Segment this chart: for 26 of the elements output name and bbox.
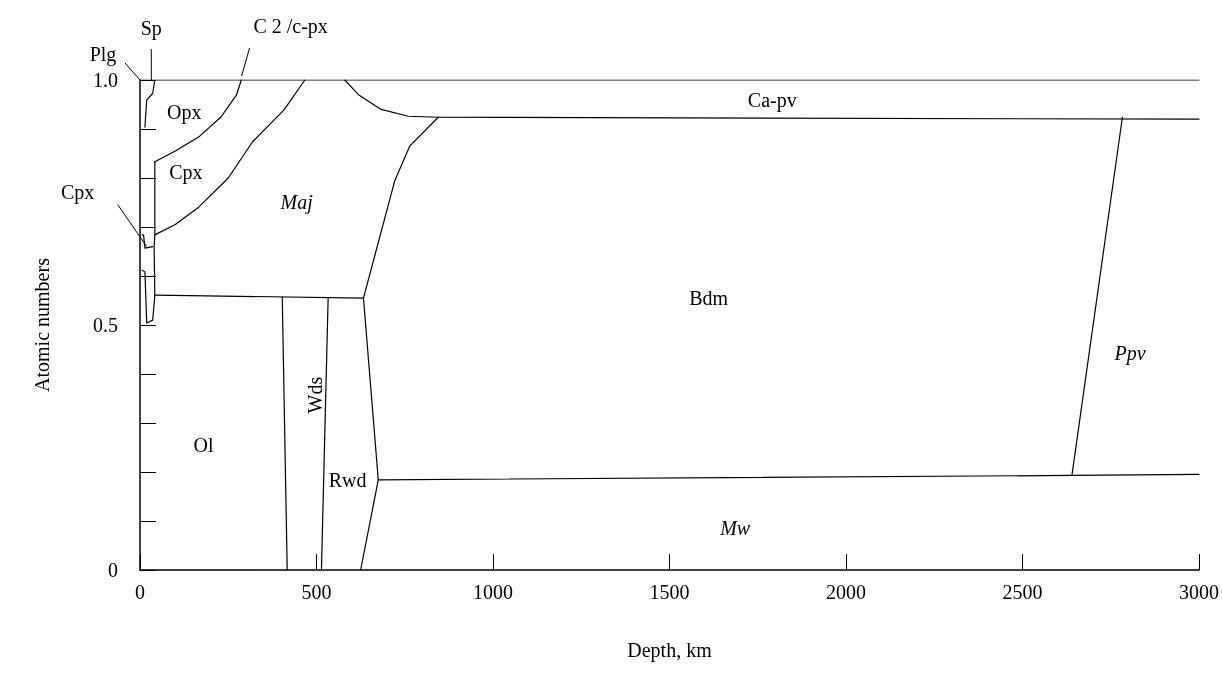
y-axis-title: Atomic numbers [31,257,53,392]
x-tick-label: 500 [301,581,332,603]
annotation: C 2 /c-px [253,15,328,38]
x-tick-label: 3000 [1179,581,1219,603]
x-tick-label: 2000 [826,581,866,603]
x-tick-label: 1000 [473,581,513,603]
x-tick-label: 0 [135,581,145,603]
annotation: Cpx [61,180,95,204]
annotation: Sp [140,17,162,40]
annotation: Mw [719,516,751,539]
annotation: Cpx [169,161,203,185]
annotation: Wds [303,376,326,414]
y-tick-label: 0.5 [93,314,118,336]
x-tick-label: 2500 [1002,581,1043,603]
y-tick-label: 0 [108,559,118,581]
annotation: Ppv [1113,341,1146,365]
annotation: Rwd [328,468,367,491]
annotation: Maj [279,191,314,215]
y-tick-label: 1.0 [93,69,118,91]
x-tick-label: 1500 [649,581,690,603]
annotation: Opx [166,100,202,124]
annotation: Bdm [689,287,729,310]
annotation: Ol [193,434,214,457]
x-axis-title: Depth, km [627,639,713,662]
annotation: Ca-pv [747,89,797,113]
annotation: Plg [89,43,117,66]
